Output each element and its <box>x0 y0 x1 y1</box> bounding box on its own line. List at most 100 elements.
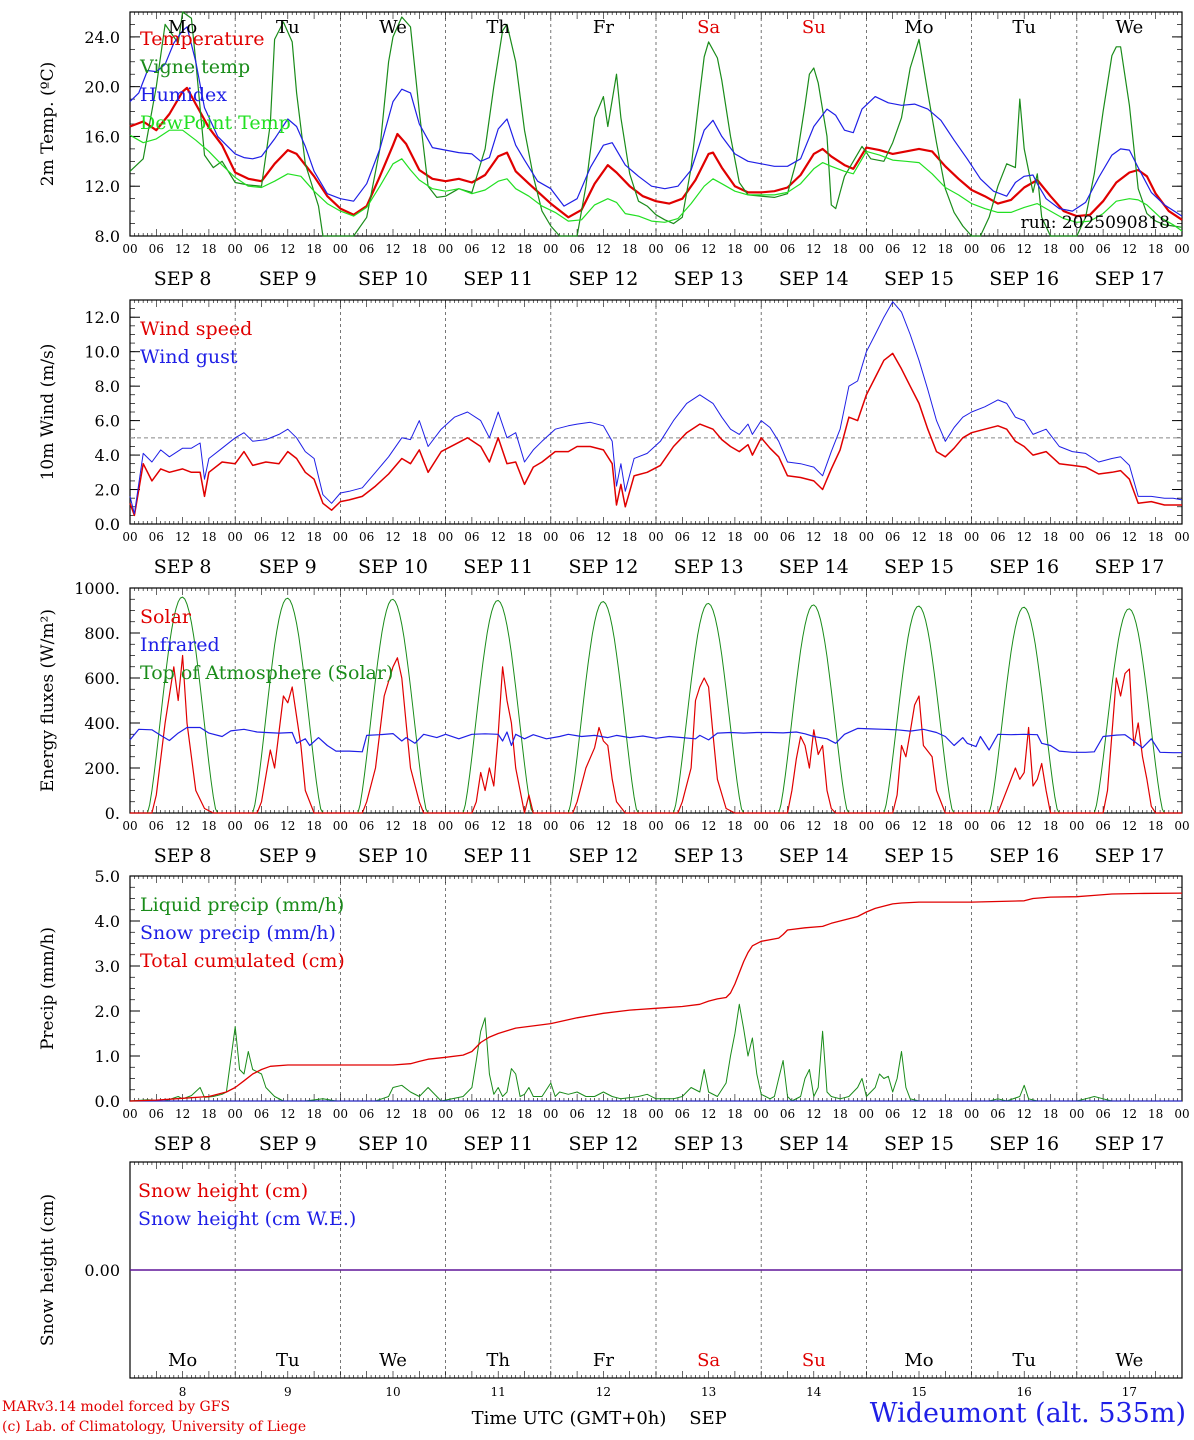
date-label: SEP 15 <box>884 556 954 578</box>
date-label: SEP 14 <box>779 268 849 290</box>
hour-tick-label: 00 <box>648 819 663 833</box>
hour-tick-label: 12 <box>385 242 400 256</box>
day-name: Mo <box>904 17 933 38</box>
hour-tick-label: 06 <box>990 819 1005 833</box>
day-name: Tu <box>276 17 300 38</box>
hour-tick-label: 06 <box>675 1107 690 1121</box>
hour-tick-label: 18 <box>1043 1107 1058 1121</box>
hour-tick-label: 00 <box>438 530 453 544</box>
day-name: Mo <box>168 1350 197 1371</box>
date-label: SEP 14 <box>779 845 849 867</box>
wind-ytick-label: 2.0 <box>95 481 120 500</box>
hour-tick-label: 12 <box>1122 242 1137 256</box>
hour-tick-label: 12 <box>806 1107 821 1121</box>
hour-tick-label: 12 <box>1017 819 1032 833</box>
model-credit: MARv3.14 model forced by GFS <box>2 1399 231 1415</box>
energy-ytick-label: 800. <box>84 624 120 643</box>
precip-ytick-label: 2.0 <box>95 1002 120 1021</box>
hour-tick-label: 06 <box>675 242 690 256</box>
hour-tick-label: 06 <box>254 819 269 833</box>
day-number: 8 <box>179 1385 187 1399</box>
hour-tick-label: 00 <box>1069 530 1084 544</box>
hour-tick-label: 12 <box>701 530 716 544</box>
hour-tick-label: 00 <box>122 819 137 833</box>
run-label: run: 2025090818 <box>1021 213 1170 233</box>
hour-tick-label: 12 <box>280 1107 295 1121</box>
station-title: Wideumont (alt. 535m) <box>869 1398 1186 1429</box>
hour-tick-label: 18 <box>412 1107 427 1121</box>
date-label: SEP 16 <box>989 268 1059 290</box>
date-label: SEP 13 <box>674 556 744 578</box>
date-label: SEP 11 <box>463 268 533 290</box>
wind-legend-item: Wind speed <box>140 318 252 340</box>
energy-panel: 0. 200. 400. 600. 800. 1000. Energy fluxes (W/… <box>38 579 1190 867</box>
day-name: Mo <box>904 1350 933 1371</box>
day-name: Fr <box>593 17 614 38</box>
hour-tick-label: 06 <box>149 819 164 833</box>
hour-tick-label: 00 <box>754 819 769 833</box>
series-total-cumulated-cm- <box>129 892 1183 1102</box>
hour-tick-label: 06 <box>780 530 795 544</box>
hour-tick-label: 12 <box>385 530 400 544</box>
hour-tick-label: 00 <box>228 1107 243 1121</box>
temperature-legend-item: Humidex <box>140 84 227 106</box>
series-temperature <box>129 86 1183 221</box>
hour-tick-label: 06 <box>885 530 900 544</box>
day-number: 14 <box>806 1385 822 1399</box>
hour-tick-label: 18 <box>622 242 637 256</box>
hour-tick-label: 06 <box>675 819 690 833</box>
hour-tick-label: 12 <box>175 1107 190 1121</box>
hour-tick-label: 06 <box>359 1107 374 1121</box>
hour-tick-label: 00 <box>1174 530 1189 544</box>
wind-ylabel: 10m Wind (m/s) <box>38 344 58 481</box>
hour-tick-label: 06 <box>569 242 584 256</box>
series-solar <box>130 654 1182 814</box>
hour-tick-label: 00 <box>1174 242 1189 256</box>
date-label: SEP 14 <box>779 1133 849 1155</box>
day-number: 17 <box>1122 1385 1137 1399</box>
hour-tick-label: 18 <box>1043 242 1058 256</box>
hour-tick-label: 06 <box>780 819 795 833</box>
snow-legend-item: Snow height (cm) <box>138 1180 308 1202</box>
temperature-ytick-label: 24.0 <box>84 28 120 47</box>
day-name: Su <box>802 1350 826 1371</box>
hour-tick-label: 18 <box>622 819 637 833</box>
hour-tick-label: 00 <box>859 819 874 833</box>
hour-tick-label: 12 <box>491 1107 506 1121</box>
hour-tick-label: 06 <box>254 530 269 544</box>
hour-tick-label: 06 <box>569 1107 584 1121</box>
temperature-legend-item: Temperature <box>140 28 264 50</box>
date-label: SEP 17 <box>1094 845 1164 867</box>
snow-ylabel: Snow height (cm) <box>38 1194 58 1346</box>
day-name: We <box>1116 1350 1144 1371</box>
hour-tick-label: 12 <box>701 819 716 833</box>
hour-tick-label: 12 <box>175 819 190 833</box>
hour-tick-label: 00 <box>1069 819 1084 833</box>
date-label: SEP 11 <box>463 845 533 867</box>
hour-tick-label: 00 <box>648 1107 663 1121</box>
series-wind-gust <box>129 301 1183 515</box>
date-label: SEP 15 <box>884 268 954 290</box>
date-label: SEP 12 <box>568 268 638 290</box>
hour-tick-label: 00 <box>754 530 769 544</box>
hour-tick-label: 12 <box>596 1107 611 1121</box>
wind-ytick-label: 12.0 <box>84 308 120 327</box>
hour-tick-label: 18 <box>306 819 321 833</box>
hour-tick-label: 12 <box>701 242 716 256</box>
temperature-panel: 8.0 12.0 16.0 20.0 24.0 2m Temp. (ºC) Temperat… <box>38 11 1190 290</box>
hour-tick-label: 18 <box>622 530 637 544</box>
date-label: SEP 9 <box>259 556 317 578</box>
hour-tick-label: 18 <box>201 819 216 833</box>
hour-tick-label: 06 <box>254 242 269 256</box>
hour-tick-label: 12 <box>701 1107 716 1121</box>
hour-tick-label: 00 <box>754 242 769 256</box>
hour-tick-label: 06 <box>990 530 1005 544</box>
hour-tick-label: 06 <box>464 530 479 544</box>
hour-tick-label: 06 <box>1095 530 1110 544</box>
date-label: SEP 8 <box>154 556 212 578</box>
hour-tick-label: 00 <box>333 530 348 544</box>
month-label: SEP <box>689 1408 727 1429</box>
series-dewpoint-temp <box>129 129 1183 232</box>
hour-tick-label: 00 <box>333 819 348 833</box>
hour-tick-label: 12 <box>385 819 400 833</box>
